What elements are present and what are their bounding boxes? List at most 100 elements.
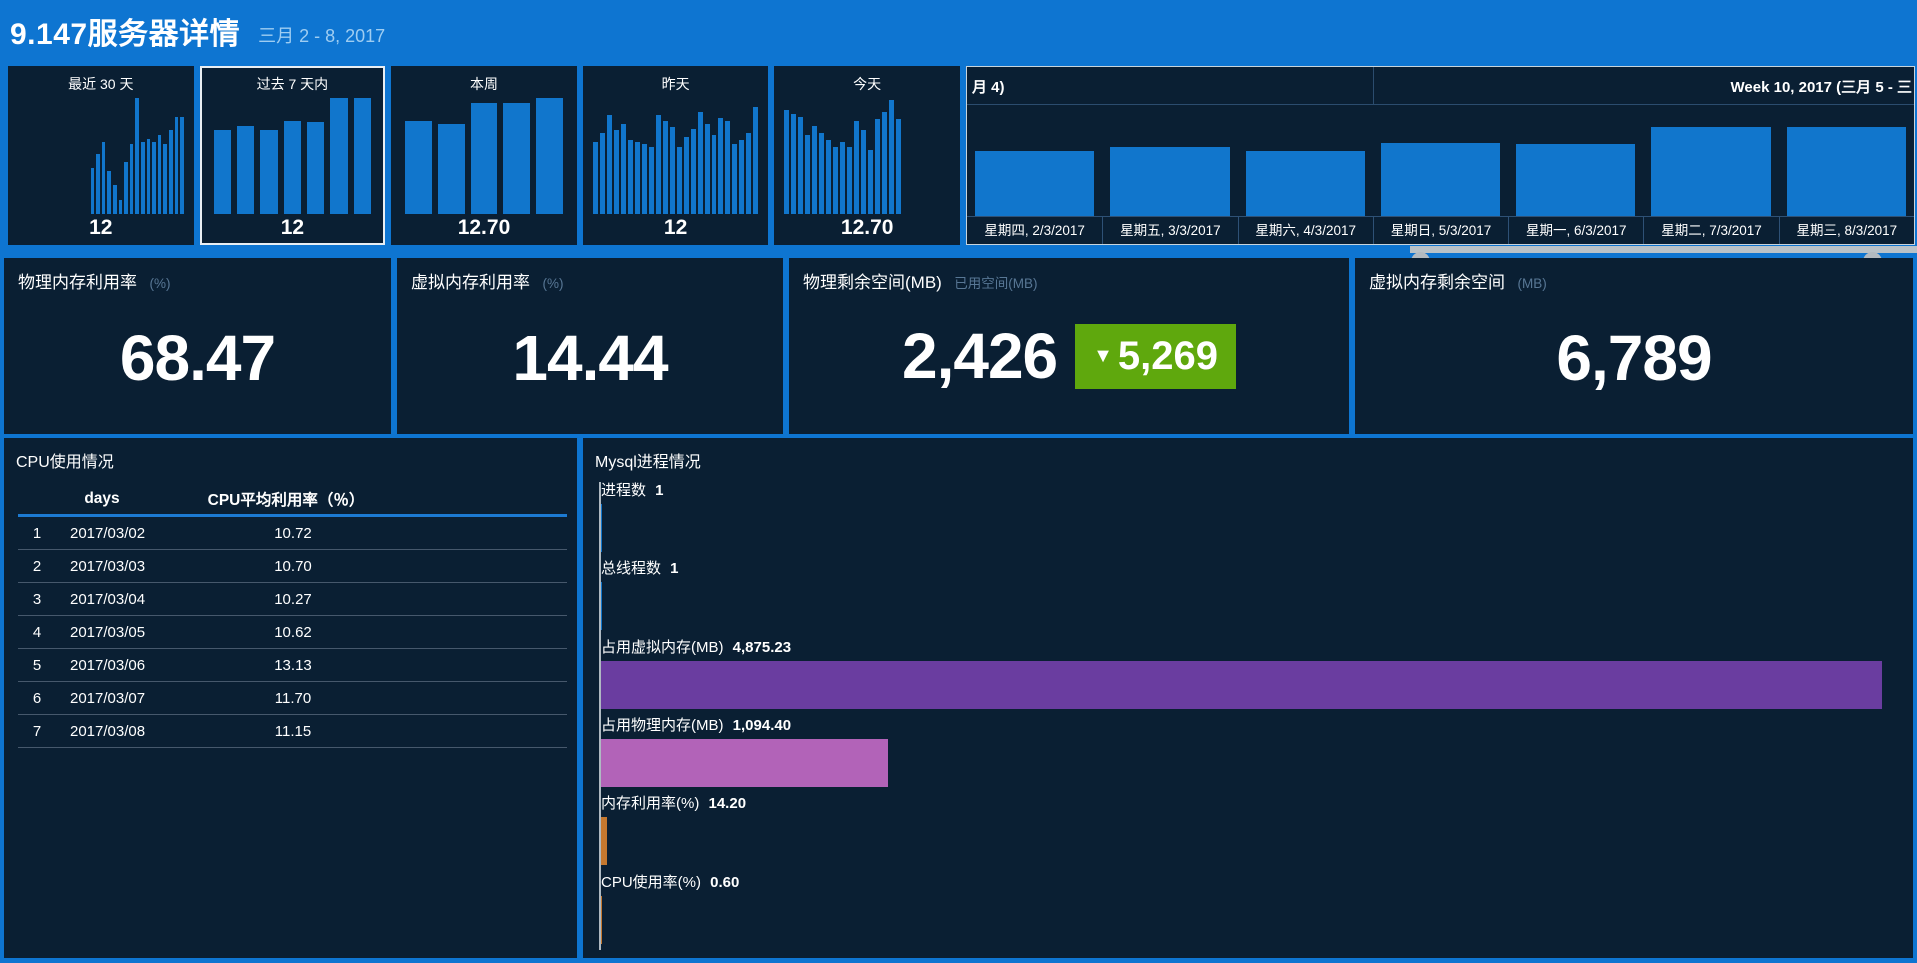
sparkline-bar	[697, 111, 703, 214]
nav-day-3[interactable]: 星期六, 4/3/2017	[1237, 105, 1373, 244]
mysql-bar-label: 内存利用率(%) 14.20	[601, 795, 747, 813]
metric-unit: (%)	[149, 276, 171, 291]
sparkline-bar	[648, 146, 654, 214]
sparkline-bar	[704, 123, 710, 214]
sparkline-bar	[163, 144, 167, 214]
mysql-bar	[601, 738, 889, 787]
mysql-bar	[601, 660, 1882, 709]
period-card-sparkline	[589, 94, 763, 214]
cpu-usage-panel: CPU使用情况 days CPU平均利用率（％） 1 2017/03/02 10.7…	[4, 438, 577, 958]
period-card-4[interactable]: 昨天 12	[582, 66, 769, 245]
nav-day-label: 星期五, 3/3/2017	[1102, 216, 1238, 244]
sparkline-bar	[96, 153, 100, 214]
row-date: 2017/03/07	[70, 689, 146, 707]
sparkline-bar	[791, 114, 797, 214]
period-card-1[interactable]: 最近 30 天 12	[8, 66, 194, 245]
table-row: 2 2017/03/03 10.70	[18, 550, 567, 583]
sparkline-bar	[875, 118, 881, 214]
row-cpu-value: 10.62	[274, 623, 312, 641]
sparkline-bar	[620, 123, 626, 214]
nav-day-label: 星期二, 7/3/2017	[1643, 216, 1779, 244]
period-card-value: 12.70	[457, 216, 511, 239]
mysql-bar-value: 1	[670, 560, 679, 578]
sparkline-bar	[889, 100, 895, 214]
sparkline-bar	[213, 130, 231, 214]
sparkline-bar	[641, 144, 647, 214]
row-cpu-value: 10.70	[274, 557, 312, 575]
sparkline-bar	[129, 144, 134, 214]
time-navigator[interactable]: 月 4) Week 10, 2017 (三月 5 - 三 星期四, 2/3/20…	[966, 66, 1915, 245]
nav-day-label: 星期三, 8/3/2017	[1778, 216, 1914, 244]
sparkline-bar	[840, 142, 846, 214]
nav-day-bar	[1380, 142, 1501, 216]
sparkline-bar	[854, 121, 860, 214]
column-header-days: days	[84, 490, 120, 507]
sparkline-bar	[861, 130, 867, 214]
metric-card-virtual-free-space: 虚拟内存剩余空间 (MB) 6,789	[1355, 258, 1913, 434]
period-card-sparkline	[780, 94, 954, 214]
table-row: 5 2017/03/06 13.13	[18, 649, 567, 682]
sparkline-bar	[805, 135, 811, 214]
metric-title: 虚拟内存剩余空间	[1369, 273, 1505, 292]
sparkline-bar	[676, 146, 682, 214]
mysql-bar-item: 进程数 1	[601, 480, 1901, 558]
header-date-range: 三月 2 - 8, 2017	[258, 26, 386, 46]
mysql-bar-item: 内存利用率(%) 14.20	[601, 793, 1901, 871]
period-card-2[interactable]: 过去 7 天内 12	[199, 66, 386, 245]
mysql-bar-label: 总线程数 1	[601, 560, 679, 578]
metric-unit: (%)	[542, 276, 564, 291]
header: 9.147服务器详情 三月 2 - 8, 2017	[0, 0, 1917, 62]
nav-day-bar-area	[1238, 105, 1373, 216]
sparkline-bar	[140, 142, 145, 214]
sparkline-bar	[847, 146, 853, 214]
period-card-3[interactable]: 本周 12.70	[391, 66, 577, 245]
nav-day-5[interactable]: 星期一, 6/3/2017	[1508, 105, 1644, 244]
sparkline-bar	[690, 129, 696, 214]
row-index: 6	[32, 689, 42, 707]
row-date: 2017/03/05	[70, 623, 146, 641]
metric-title: 物理内存利用率	[18, 273, 137, 292]
sparkline-bar	[662, 121, 668, 214]
period-card-5[interactable]: 今天 12.70	[774, 66, 960, 245]
week-left-label: 月 4)	[972, 79, 1005, 96]
sparkline-bar	[168, 130, 173, 214]
sparkline-bar	[146, 138, 151, 214]
nav-day-bar-area	[1643, 105, 1778, 216]
metric-value: 6,789	[1556, 322, 1712, 394]
time-range-slider-track[interactable]	[1410, 246, 1917, 253]
mysql-bar-value: 1,094.40	[732, 716, 792, 734]
sparkline-bar	[124, 161, 128, 214]
sparkline-bar	[112, 185, 117, 214]
nav-day-bar	[975, 150, 1095, 216]
nav-day-2[interactable]: 星期五, 3/3/2017	[1102, 105, 1238, 244]
table-row: 4 2017/03/05 10.62	[18, 616, 567, 649]
nav-day-bar-area	[1779, 105, 1914, 216]
metric-value: 14.44	[512, 322, 668, 394]
period-card-label: 今天	[853, 76, 882, 92]
sparkline-bar	[627, 139, 633, 214]
sparkline-bar	[819, 132, 825, 214]
period-card-value: 12	[280, 216, 305, 239]
sparkline-bar	[180, 116, 184, 214]
row-cpu-value: 10.72	[274, 524, 312, 542]
nav-day-6[interactable]: 星期二, 7/3/2017	[1643, 105, 1779, 244]
row-cpu-value: 11.15	[274, 722, 312, 740]
sparkline-bar	[592, 142, 598, 214]
table-row: 3 2017/03/04 10.27	[18, 583, 567, 616]
nav-day-1[interactable]: 星期四, 2/3/2017	[967, 105, 1103, 244]
table-row: 6 2017/03/07 11.70	[18, 682, 567, 715]
sparkline-bar	[353, 98, 372, 214]
sparkline-bar	[236, 125, 255, 214]
sparkline-bar	[107, 171, 111, 214]
mysql-bar-value: 0.60	[710, 873, 740, 891]
down-arrow-icon: ▼	[1093, 345, 1113, 367]
sparkline-bar	[613, 130, 619, 214]
period-card-label: 本周	[469, 76, 498, 92]
mysql-bar-item: CPU使用率(%) 0.60	[601, 872, 1901, 950]
sparkline-bar	[157, 135, 162, 214]
sparkline-bar	[725, 121, 731, 214]
nav-day-7[interactable]: 星期三, 8/3/2017	[1778, 105, 1914, 244]
nav-day-4[interactable]: 星期日, 5/3/2017	[1372, 105, 1509, 244]
sparkline-bar	[826, 139, 832, 214]
